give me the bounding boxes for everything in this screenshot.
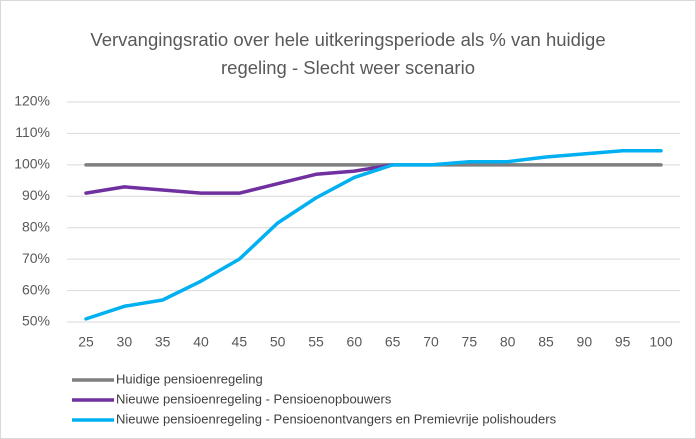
x-tick-label: 85 [538, 334, 554, 350]
x-tick-label: 45 [232, 334, 248, 350]
x-tick-label: 90 [577, 334, 593, 350]
legend-label: Nieuwe pensioenregeling - Pensioenopbouw… [116, 391, 392, 406]
x-tick-label: 30 [117, 334, 133, 350]
chart-title: Vervangingsratio over hele uitkeringsper… [90, 29, 606, 78]
x-tick-label: 75 [462, 334, 478, 350]
x-tick-label: 70 [423, 334, 439, 350]
y-tick-label: 50% [22, 313, 50, 329]
x-tick-label: 55 [308, 334, 324, 350]
x-tick-label: 40 [193, 334, 209, 350]
x-tick-label: 60 [347, 334, 363, 350]
y-tick-label: 60% [22, 281, 50, 297]
x-tick-label: 35 [155, 334, 171, 350]
y-tick-label: 90% [22, 187, 50, 203]
series-line [84, 163, 395, 195]
y-tick-label: 110% [15, 124, 50, 140]
y-tick-label: 70% [22, 250, 50, 266]
y-tick-label: 100% [14, 156, 50, 172]
series-line [84, 148, 663, 321]
x-tick-label: 25 [78, 334, 94, 350]
x-tick-label: 80 [500, 334, 516, 350]
legend: Huidige pensioenregeling Nieuwe pensioenr… [72, 371, 557, 426]
x-tick-label: 95 [615, 334, 631, 350]
x-tick-label: 100 [649, 334, 673, 350]
x-tick-label: 50 [270, 334, 286, 350]
y-tick-label: 120% [14, 93, 50, 109]
y-tick-label: 80% [22, 218, 50, 234]
x-tick-label: 65 [385, 334, 401, 350]
legend-label: Nieuwe pensioenregeling - Pensioenontvan… [116, 411, 557, 426]
legend-label: Huidige pensioenregeling [116, 371, 263, 386]
